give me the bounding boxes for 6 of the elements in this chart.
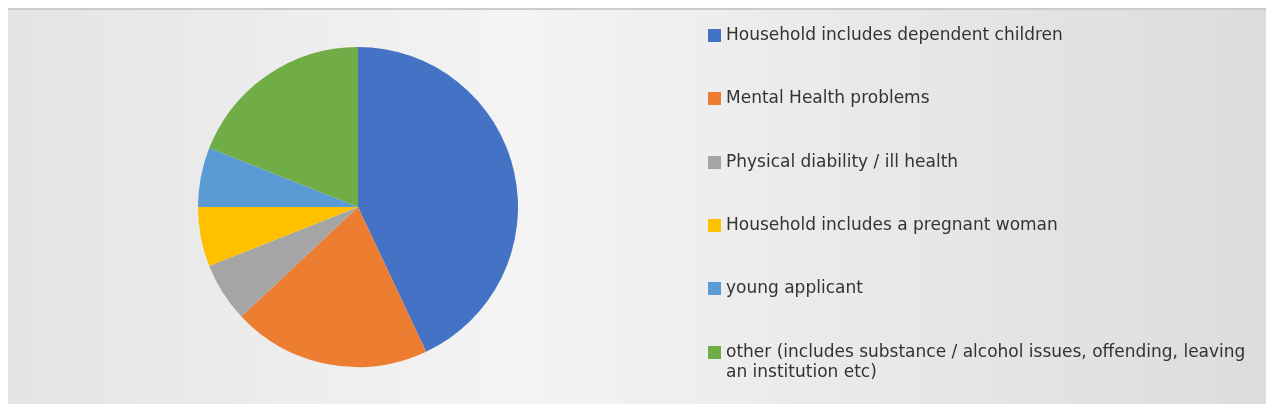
legend-label: Physical diability / ill health [726,150,959,171]
legend-label: Mental Health problems [726,87,930,108]
legend-label: young applicant [726,277,863,298]
legend-label: Household includes a pregnant woman [726,213,1058,234]
legend-label: Household includes dependent children [726,24,1063,44]
legend-label: other (includes substance / alcohol issues, offending, leaving an institution etc) [726,340,1247,381]
